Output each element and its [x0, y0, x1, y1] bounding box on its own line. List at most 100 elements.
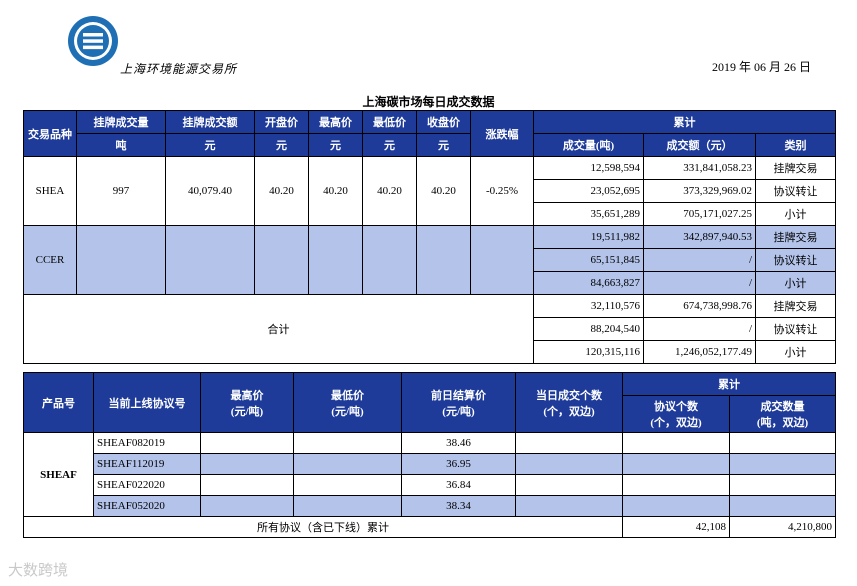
cum-amount: 342,897,940.53: [643, 225, 756, 249]
cum-volume: 32,110,576: [533, 294, 644, 318]
empty-cell: [515, 495, 623, 517]
table-row: 65,151,845 / 协议转让: [24, 248, 837, 272]
high-price: 40.20: [308, 156, 363, 226]
unit-close: 元: [416, 133, 471, 157]
agreement-id: SHEAF052020: [93, 495, 201, 517]
cum-volume: 12,598,594: [533, 156, 644, 180]
category: 挂牌交易: [754, 225, 837, 249]
empty-cell: [293, 495, 402, 517]
settle-price: 36.84: [401, 474, 516, 496]
table-row: 88,204,540 / 协议转让: [24, 317, 837, 341]
empty-cell: [729, 432, 836, 454]
category: 小计: [754, 202, 837, 226]
table-row: SHEAF052020 38.34: [24, 495, 836, 517]
col-category: 类别: [754, 133, 837, 157]
cum-volume: 35,651,289: [533, 202, 644, 226]
cum-amount: 1,246,052,177.49: [643, 340, 756, 364]
empty-cell: [362, 225, 417, 295]
table-row: 35,651,289 705,171,027.25 小计: [24, 202, 837, 226]
col-cumulative: 累计: [622, 372, 836, 396]
category: 挂牌交易: [754, 156, 837, 180]
header-row: 产品号 当前上线协议号 最高价 (元/吨) 最低价 (元/吨) 前日结算价 (元/吨)…: [23, 372, 836, 433]
total-label: 所有协议（含已下线）累计: [23, 516, 623, 538]
empty-cell: [729, 474, 836, 496]
empty-cell: [165, 225, 255, 295]
cum-amount: 674,738,998.76: [643, 294, 756, 318]
category: 协议转让: [754, 317, 837, 341]
close-price: 40.20: [416, 156, 471, 226]
col-high: 最高价 (元/吨): [200, 372, 294, 433]
table-row: SHEAF022020 36.84: [24, 474, 836, 496]
empty-cell: [729, 495, 836, 517]
col-low: 最低价 (元/吨): [293, 372, 402, 433]
cum-volume: 88,204,540: [533, 317, 644, 341]
cum-volume: 120,315,116: [533, 340, 644, 364]
cum-amount: /: [643, 317, 756, 341]
cum-amount: 373,329,969.02: [643, 179, 756, 203]
category: 小计: [754, 340, 837, 364]
empty-cell: [293, 453, 402, 475]
report-date: 2019 年 06 月 26 日: [711, 60, 811, 74]
col-change: 涨跌幅: [470, 110, 534, 157]
empty-cell: [622, 495, 730, 517]
total-qty: 4,210,800: [729, 516, 836, 538]
open-price: 40.20: [254, 156, 309, 226]
watermark: 大数跨境: [8, 561, 69, 579]
empty-cell: [200, 453, 294, 475]
agreement-id: SHEAF022020: [93, 474, 201, 496]
empty-cell: [200, 495, 294, 517]
empty-cell: [293, 432, 402, 454]
empty-cell: [622, 453, 730, 475]
empty-cell: [515, 432, 623, 454]
empty-cell: [254, 225, 309, 295]
header-row-units: 吨 元 元 元 元 元 成交量(吨) 成交额（元） 类别: [24, 133, 837, 157]
empty-cell: [515, 474, 623, 496]
col-listed-volume: 挂牌成交量: [76, 110, 166, 134]
col-cumulative: 累计: [532, 110, 837, 134]
settle-price: 36.95: [401, 453, 516, 475]
category: 协议转让: [754, 179, 837, 203]
logo-text: 上海环境能源交易所: [120, 62, 238, 76]
col-settle: 前日结算价 (元/吨): [401, 372, 516, 433]
empty-cell: [729, 453, 836, 475]
low-price: 40.20: [362, 156, 417, 226]
cum-volume: 23,052,695: [533, 179, 644, 203]
category: 小计: [754, 271, 837, 295]
cum-volume: 19,511,982: [533, 225, 644, 249]
empty-cell: [622, 432, 730, 454]
category: 协议转让: [754, 248, 837, 272]
empty-cell: [416, 225, 471, 295]
cum-amount: /: [643, 248, 756, 272]
empty-cell: [200, 432, 294, 454]
empty-cell: [308, 225, 363, 295]
empty-cell: [293, 474, 402, 496]
cum-volume: 84,663,827: [533, 271, 644, 295]
col-product: 交易品种: [23, 110, 77, 157]
empty-cell: [200, 474, 294, 496]
cum-amount: /: [643, 271, 756, 295]
empty-cell: [515, 453, 623, 475]
agreement-id: SHEAF112019: [93, 453, 201, 475]
listed-volume: 997: [76, 156, 166, 226]
total-count: 42,108: [622, 516, 730, 538]
empty-cell: [622, 474, 730, 496]
col-close: 收盘价: [416, 110, 471, 134]
col-cum-qty: 成交数量 (吨，双边): [729, 395, 836, 433]
col-product: 产品号: [23, 372, 94, 433]
cum-amount: 331,841,058.23: [643, 156, 756, 180]
total-label: 合计: [23, 294, 534, 364]
unit-high: 元: [308, 133, 363, 157]
unit-low: 元: [362, 133, 417, 157]
category: 挂牌交易: [754, 294, 837, 318]
futures-table: 产品号 当前上线协议号 最高价 (元/吨) 最低价 (元/吨) 前日结算价 (元/吨)…: [23, 372, 836, 538]
unit-listed-volume: 吨: [76, 133, 166, 157]
table-row: 合计 32,110,576 674,738,998.76 挂牌交易: [23, 294, 837, 364]
settle-price: 38.46: [401, 432, 516, 454]
empty-cell: [76, 225, 166, 295]
unit-open: 元: [254, 133, 309, 157]
col-cum-count: 协议个数 (个，双边): [622, 395, 730, 433]
exchange-logo-icon: [68, 16, 118, 66]
col-listed-amount: 挂牌成交额: [165, 110, 255, 134]
col-low: 最低价: [362, 110, 417, 134]
col-today-count: 当日成交个数 (个，双边): [515, 372, 623, 433]
